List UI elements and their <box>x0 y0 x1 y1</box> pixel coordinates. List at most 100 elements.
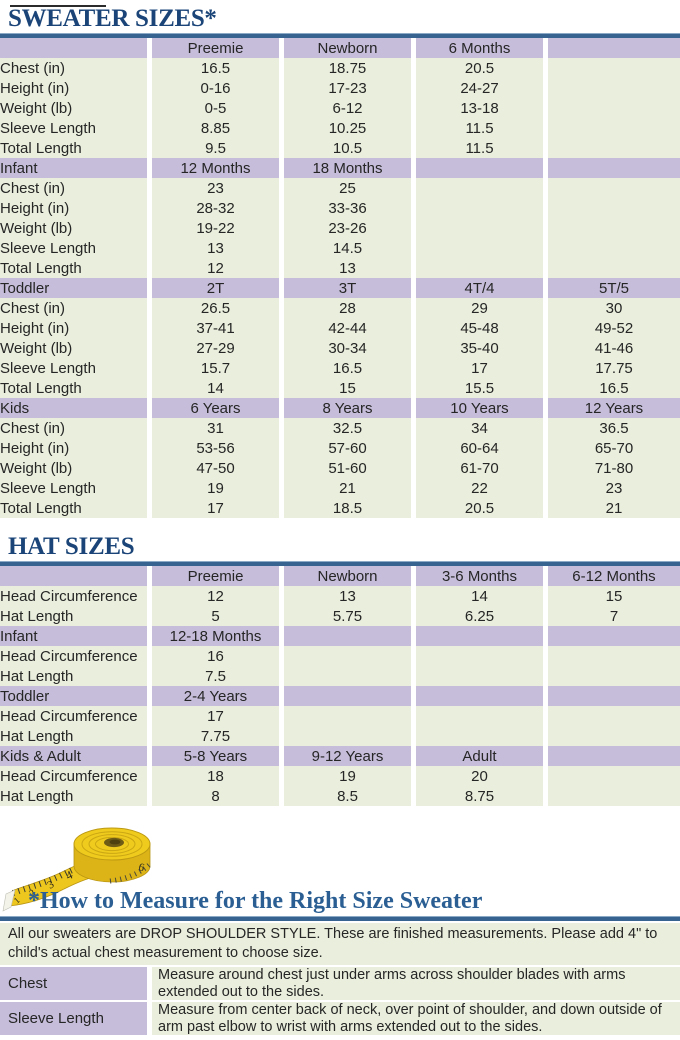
measurement-value: 34 <box>416 418 548 438</box>
measurement-label: Sleeve Length <box>0 478 152 498</box>
measurement-value: 36.5 <box>548 418 680 438</box>
measurement-value <box>548 766 680 786</box>
measurement-value <box>284 646 416 666</box>
measurement-value: 16 <box>152 646 284 666</box>
size-column-header <box>284 686 416 706</box>
measurement-value: 8 <box>152 786 284 806</box>
hat-sizes-title: HAT SIZES <box>8 533 135 560</box>
measurement-value <box>548 58 680 78</box>
measurement-value: 18.5 <box>284 498 416 518</box>
measurement-value: 5.75 <box>284 606 416 626</box>
measurement-value: 0-16 <box>152 78 284 98</box>
size-column-header: 5T/5 <box>548 278 680 298</box>
section-label <box>0 566 152 586</box>
table-row: Weight (lb) 0-5 6-12 13-18 <box>0 98 680 118</box>
size-column-header: 2T <box>152 278 284 298</box>
measurement-value: 71-80 <box>548 458 680 478</box>
measurement-value: 37-41 <box>152 318 284 338</box>
svg-text:1: 1 <box>12 895 22 905</box>
measurement-label: Weight (lb) <box>0 98 152 118</box>
measurement-value: 17 <box>152 498 284 518</box>
size-column-header: 6 Years <box>152 398 284 418</box>
measurement-label: Hat Length <box>0 786 152 806</box>
measurement-value <box>284 666 416 686</box>
section-header-row: Kids & Adult 5-8 Years 9-12 Years Adult <box>0 746 680 766</box>
measurement-value: 28 <box>284 298 416 318</box>
table-row: Sleeve Length 13 14.5 <box>0 238 680 258</box>
sweater-sizes-title: SWEATER SIZES* <box>8 5 217 32</box>
measurement-value: 23 <box>152 178 284 198</box>
measurement-label: Hat Length <box>0 726 152 746</box>
measurement-value: 20.5 <box>416 498 548 518</box>
measurement-value: 26.5 <box>152 298 284 318</box>
measurement-value: 24-27 <box>416 78 548 98</box>
table-row: Chest (in) 31 32.5 34 36.5 <box>0 418 680 438</box>
measurement-value: 7.75 <box>152 726 284 746</box>
size-column-header <box>548 158 680 178</box>
size-column-header <box>548 686 680 706</box>
measurement-label: Total Length <box>0 138 152 158</box>
measurement-value: 10.5 <box>284 138 416 158</box>
table-row: Height (in) 0-16 17-23 24-27 <box>0 78 680 98</box>
measurement-value: 8.75 <box>416 786 548 806</box>
table-row: Sleeve Length 15.7 16.5 17 17.75 <box>0 358 680 378</box>
measurement-value: 13 <box>152 238 284 258</box>
measurement-label: Weight (lb) <box>0 218 152 238</box>
measurement-value <box>548 726 680 746</box>
measurement-value: 51-60 <box>284 458 416 478</box>
size-column-header: 12 Months <box>152 158 284 178</box>
measurement-label: Head Circumference <box>0 766 152 786</box>
measurement-label: Chest (in) <box>0 298 152 318</box>
measurement-value: 53-56 <box>152 438 284 458</box>
table-row: Head Circumference 12 13 14 15 <box>0 586 680 606</box>
measurement-value <box>548 706 680 726</box>
measurement-label: Total Length <box>0 378 152 398</box>
measurement-value: 6.25 <box>416 606 548 626</box>
measurement-value: 27-29 <box>152 338 284 358</box>
measurement-value <box>548 258 680 278</box>
table-row: Hat Length 8 8.5 8.75 <box>0 786 680 806</box>
table-row: Chest (in) 26.5 28 29 30 <box>0 298 680 318</box>
measurement-value: 13 <box>284 258 416 278</box>
size-column-header: 3-6 Months <box>416 566 548 586</box>
svg-text:4: 4 <box>64 868 75 883</box>
measurement-value: 29 <box>416 298 548 318</box>
section-label <box>0 38 152 58</box>
table-row: Hat Length 5 5.75 6.25 7 <box>0 606 680 626</box>
measurement-value: 21 <box>284 478 416 498</box>
measurement-label: Height (in) <box>0 438 152 458</box>
measurement-value <box>416 706 548 726</box>
measurement-value <box>416 178 548 198</box>
size-column-header: 3T <box>284 278 416 298</box>
measurement-value: 17.75 <box>548 358 680 378</box>
measurement-value: 18.75 <box>284 58 416 78</box>
measurement-value <box>416 646 548 666</box>
size-column-header <box>548 626 680 646</box>
measure-header-area: 1 2 3 4 5 6 *How to Measure for the Righ… <box>0 806 680 916</box>
measurement-value: 7 <box>548 606 680 626</box>
size-column-header: 8 Years <box>284 398 416 418</box>
size-column-header <box>416 158 548 178</box>
measure-instruction-text: Measure around chest just under arms acr… <box>158 967 626 1000</box>
measurement-value: 13 <box>284 586 416 606</box>
measurement-label: Total Length <box>0 498 152 518</box>
size-column-header <box>548 746 680 766</box>
measurement-value: 23-26 <box>284 218 416 238</box>
measurement-value: 17 <box>152 706 284 726</box>
measurement-value: 8.85 <box>152 118 284 138</box>
measurement-value: 21 <box>548 498 680 518</box>
measurement-value: 45-48 <box>416 318 548 338</box>
table-row: Chest (in) 16.5 18.75 20.5 <box>0 58 680 78</box>
measurement-value: 14 <box>416 586 548 606</box>
table-row: Total Length 17 18.5 20.5 21 <box>0 498 680 518</box>
size-column-header: 6-12 Months <box>548 566 680 586</box>
measurement-value: 15.5 <box>416 378 548 398</box>
size-column-header: 4T/4 <box>416 278 548 298</box>
section-header-row: Kids 6 Years 8 Years 10 Years 12 Years <box>0 398 680 418</box>
measurement-value: 19-22 <box>152 218 284 238</box>
hat-title-rule <box>0 561 680 566</box>
measurement-label: Total Length <box>0 258 152 278</box>
size-column-header: Adult <box>416 746 548 766</box>
table-row: Head Circumference 18 19 20 <box>0 766 680 786</box>
measurement-value: 0-5 <box>152 98 284 118</box>
